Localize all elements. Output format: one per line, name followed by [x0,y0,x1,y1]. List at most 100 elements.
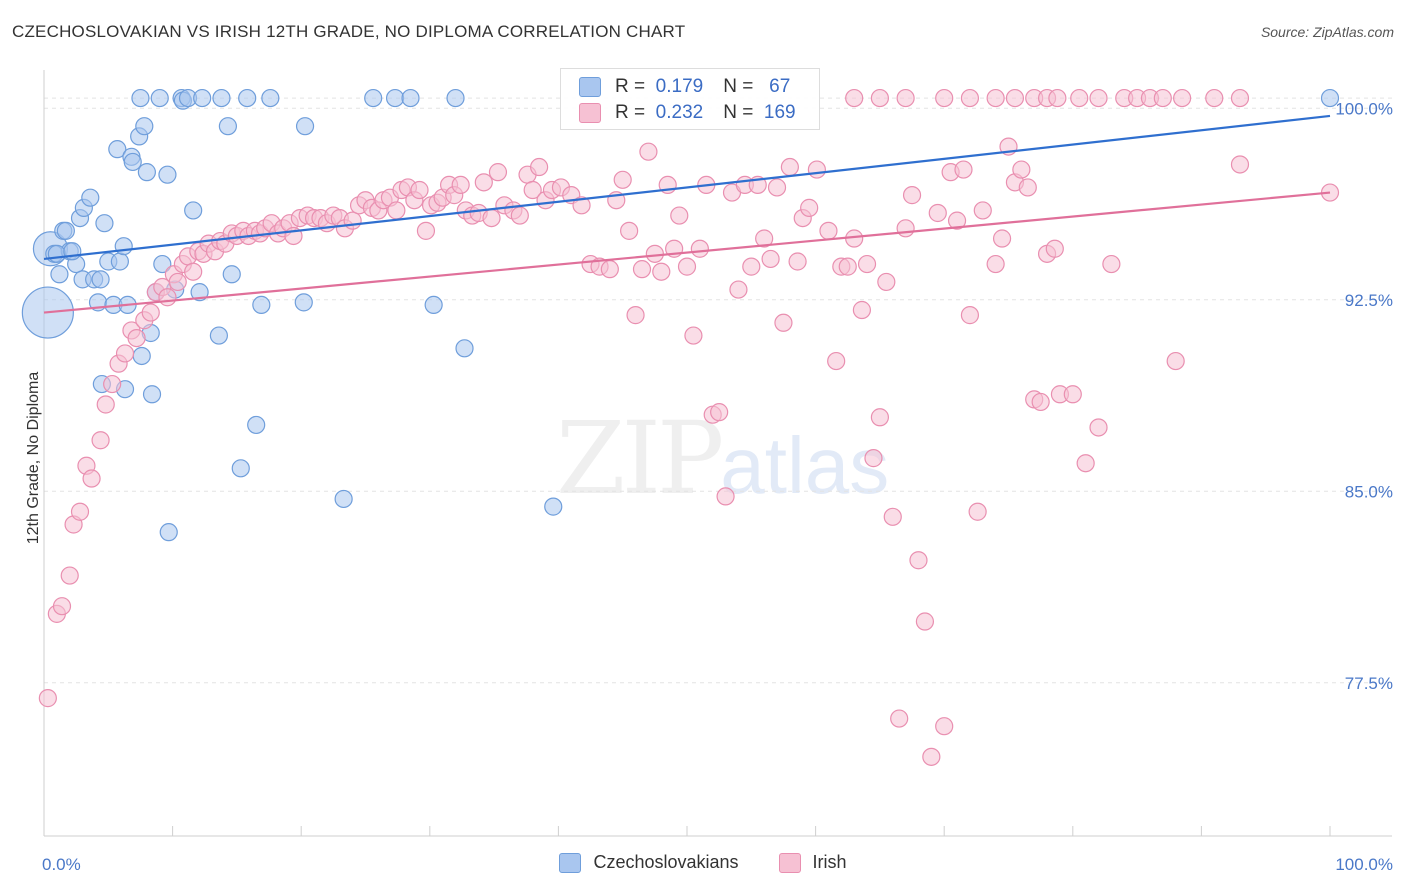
irish-point [742,257,761,276]
czech-point [193,88,212,108]
irish-point [896,219,915,238]
czech-point [47,244,66,263]
czech-n-value: 67 [769,76,791,97]
irish-point [103,374,122,394]
irish-point [1173,88,1192,108]
czech-point [455,339,474,358]
x-tick-label-start: 0.0% [42,855,81,874]
irish-legend-label: Irish [812,852,847,872]
czech-point [231,459,250,478]
y-tick-label: 100.0% [1335,99,1393,118]
y-tick-label: 92.5% [1345,291,1393,310]
czech-r-label: R = [615,76,646,97]
irish-n-label: N = [723,102,754,123]
legend-row-irish: R = 0.232 N = 169 [579,101,796,125]
czech-point [132,346,151,366]
czech-n-label: N = [723,76,754,97]
irish-point [1012,160,1031,179]
irish-point [1089,88,1108,108]
x-tick-label-end: 100.0% [1335,855,1393,874]
czech-point [247,415,266,435]
irish-point [788,252,807,271]
irish-point [626,306,645,325]
irish-point [1045,239,1064,258]
czech-point [123,152,142,172]
y-tick-label: 85.0% [1345,482,1393,501]
irish-point [52,597,72,616]
czech-point [184,201,203,220]
irish-point [488,163,508,182]
irish-point [115,344,135,363]
czech-point [142,385,162,404]
irish-point [60,566,79,585]
irish-point [1230,88,1250,108]
czech-point [544,497,563,516]
czech-point [95,214,114,233]
irish-point [343,211,362,230]
irish-point [1063,385,1082,404]
irish-point [1102,254,1121,274]
irish-point [523,180,542,200]
czech-point [295,117,315,136]
czech-point [56,221,75,240]
irish-point [1166,351,1185,371]
irish-point [960,88,980,108]
czech-point [446,88,465,108]
czech-point [137,163,156,182]
czech-point [261,88,280,108]
irish-point [902,186,922,205]
czech-point [108,140,127,159]
legend-row-czech: R = 0.179 N = 67 [579,75,790,99]
source-credit: Source: ZipAtlas.com [1260,24,1394,40]
irish-point [960,306,980,325]
czech-swatch [579,77,601,97]
czech-point [334,489,353,509]
czech-point [218,117,237,136]
czech-point [110,252,129,271]
czech-r-value: 0.179 [655,76,704,97]
irish-point [922,747,941,766]
correlation-legend: R = 0.179 N = 67 R = 0.232 N = 169 [560,68,820,130]
czech-legend-swatch [559,852,582,873]
irish-point [474,173,493,192]
irish-point [864,449,883,468]
irish-point [141,303,160,322]
irish-point [729,280,748,299]
irish-point [482,208,501,228]
irish-point [620,221,639,240]
irish-point [761,249,780,269]
irish-point [973,201,992,220]
irish-point [947,211,967,230]
irish-point [800,198,819,217]
irish-point [716,487,735,506]
irish-point [127,329,146,348]
czech-point [114,237,133,256]
irish-point [1070,88,1089,108]
czech-point [424,295,443,315]
legend-item-irish[interactable]: Irish [778,852,847,873]
legend-item-czech[interactable]: Czechoslovakians [559,852,739,873]
irish-point [1005,88,1025,108]
czech-point [1320,88,1340,108]
irish-point [774,313,793,332]
czech-point [212,88,231,108]
irish-trend-line [43,191,1331,314]
irish-point [870,88,890,108]
irish-point [184,262,203,281]
irish-point [158,288,177,307]
irish-point [652,262,671,281]
irish-point [1205,88,1224,108]
irish-point [986,88,1005,108]
czech-point [159,523,178,542]
irish-point [690,239,709,258]
watermark: ZIPatlas [556,400,889,517]
irish-point [857,254,877,274]
czech-point [81,188,100,207]
irish-point [883,507,902,526]
irish-point [677,257,697,276]
irish-point [838,257,857,276]
czech-point [222,265,241,284]
watermark-atlas: atlas [720,421,890,510]
czech-point [385,88,405,108]
